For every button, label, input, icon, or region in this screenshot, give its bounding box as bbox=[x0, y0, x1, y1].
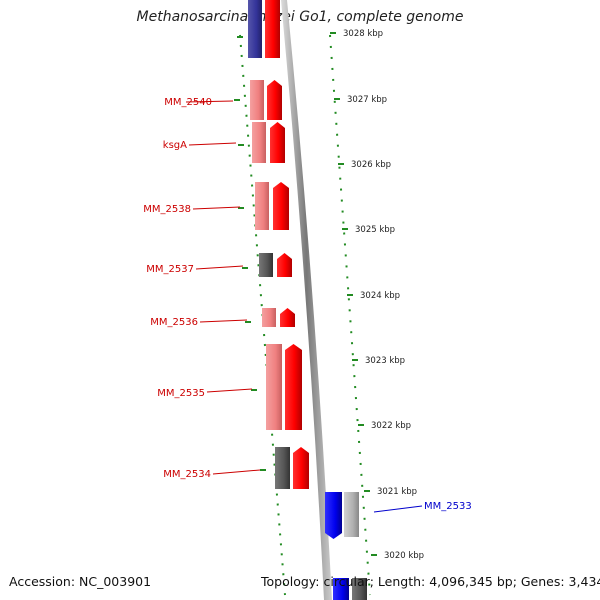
gene-arrow bbox=[293, 447, 309, 489]
gene-label-mm2537-leader bbox=[195, 265, 244, 270]
gene-label-mm2538: MM_2538 bbox=[143, 204, 191, 215]
gene-label-mm2535-leader bbox=[206, 388, 253, 393]
scale-tick-label: 3020 kbp bbox=[384, 551, 424, 561]
gene-label-mm2533-leader bbox=[373, 505, 423, 513]
gene-block bbox=[259, 253, 273, 277]
gene-block bbox=[352, 578, 367, 600]
gene-arrow bbox=[265, 0, 280, 58]
gene-block bbox=[344, 492, 359, 537]
gene-arrow bbox=[277, 253, 292, 277]
gene-arrow bbox=[325, 492, 342, 539]
scale-tick-label: 3028 kbp bbox=[343, 29, 383, 39]
accession-text: Accession: NC_003901 bbox=[9, 574, 152, 589]
gene-block bbox=[252, 122, 266, 163]
gene-label-mm2534: MM_2534 bbox=[163, 469, 211, 480]
gene-block bbox=[266, 344, 282, 430]
gene-arrow bbox=[280, 308, 295, 327]
gene-label-mm2540: MM_2540 bbox=[164, 97, 212, 108]
gene-label-mm2533: MM_2533 bbox=[424, 501, 472, 512]
gene-label-mm2540-leader bbox=[185, 100, 234, 103]
scale-tick-label: 3022 kbp bbox=[371, 421, 411, 431]
gene-block bbox=[255, 182, 269, 230]
gene-label-mm2534-leader bbox=[212, 469, 261, 475]
gene-block bbox=[248, 0, 262, 58]
scale-tick-label: 3024 kbp bbox=[360, 291, 400, 301]
scale-tick-label: 3026 kbp bbox=[351, 160, 391, 170]
gene-label-mm2538-leader bbox=[192, 206, 241, 210]
scale-tick-label: 3027 kbp bbox=[347, 95, 387, 105]
gene-arrow bbox=[333, 578, 349, 600]
genome-backbone bbox=[281, 0, 332, 600]
gene-arrow bbox=[267, 80, 282, 120]
gene-label-mm2535: MM_2535 bbox=[157, 388, 205, 399]
gene-block bbox=[262, 308, 276, 327]
gene-block bbox=[275, 447, 290, 489]
scale-tick-label: 3021 kbp bbox=[377, 487, 417, 497]
gene-block bbox=[250, 80, 264, 120]
gene-arrow bbox=[285, 344, 302, 430]
topology-text: Topology: circular; Length: 4,096,345 bp… bbox=[261, 574, 600, 589]
gene-arrow bbox=[273, 182, 289, 230]
scale-tick-label: 3023 kbp bbox=[365, 356, 405, 366]
gene-label-mm2536-leader bbox=[199, 319, 248, 323]
gene-arrow bbox=[270, 122, 285, 163]
topology-value: Topology: circular; Length: 4,096,345 bp… bbox=[261, 574, 600, 589]
gene-label-mm2537: MM_2537 bbox=[146, 264, 194, 275]
map-title: Methanosarcina mazei Go1, complete genom… bbox=[136, 9, 464, 25]
scale-tick-label: 3025 kbp bbox=[355, 225, 395, 235]
gene-label-mm2536: MM_2536 bbox=[150, 317, 198, 328]
gene-label-ksga: ksgA bbox=[163, 140, 187, 151]
gene-label-ksga-leader bbox=[188, 142, 237, 146]
